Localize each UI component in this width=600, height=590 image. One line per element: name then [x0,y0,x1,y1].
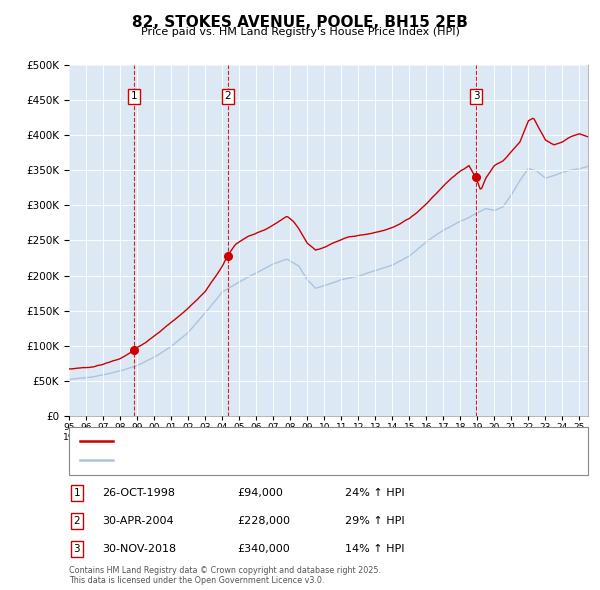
Text: HPI: Average price, semi-detached house, Bournemouth Christchurch and Poole: HPI: Average price, semi-detached house,… [120,455,511,465]
Text: 30-NOV-2018: 30-NOV-2018 [102,545,176,554]
Text: 30-APR-2004: 30-APR-2004 [102,516,173,526]
Text: 2: 2 [224,91,231,101]
Text: 2: 2 [73,516,80,526]
Text: £340,000: £340,000 [237,545,290,554]
Text: 14% ↑ HPI: 14% ↑ HPI [345,545,404,554]
Text: Contains HM Land Registry data © Crown copyright and database right 2025.
This d: Contains HM Land Registry data © Crown c… [69,566,381,585]
Text: 82, STOKES AVENUE, POOLE, BH15 2EB (semi-detached house): 82, STOKES AVENUE, POOLE, BH15 2EB (semi… [120,437,430,446]
Text: £94,000: £94,000 [237,488,283,497]
Text: 82, STOKES AVENUE, POOLE, BH15 2EB: 82, STOKES AVENUE, POOLE, BH15 2EB [132,15,468,30]
Text: 24% ↑ HPI: 24% ↑ HPI [345,488,404,497]
Text: 3: 3 [73,545,80,554]
Text: 29% ↑ HPI: 29% ↑ HPI [345,516,404,526]
Text: 26-OCT-1998: 26-OCT-1998 [102,488,175,497]
Text: 1: 1 [131,91,137,101]
Text: Price paid vs. HM Land Registry's House Price Index (HPI): Price paid vs. HM Land Registry's House … [140,27,460,37]
Text: £228,000: £228,000 [237,516,290,526]
Text: 1: 1 [73,488,80,497]
Text: 3: 3 [473,91,479,101]
